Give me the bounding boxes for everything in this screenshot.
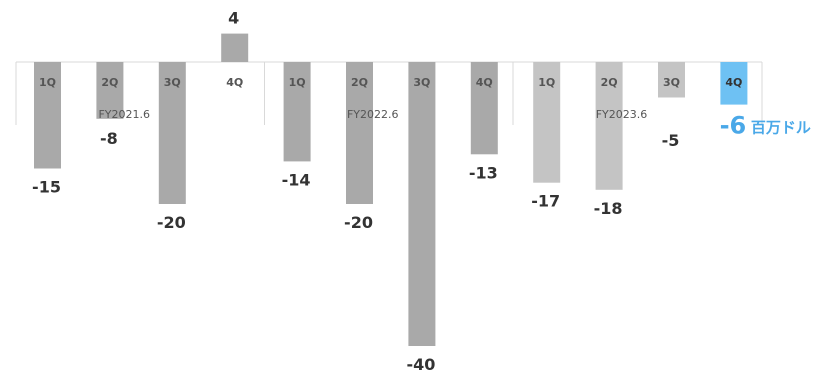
group-label: FY2023.6 [596, 108, 648, 121]
bar [470, 62, 498, 155]
bar-layer [34, 33, 748, 346]
quarter-label: 3Q [413, 76, 430, 89]
quarter-label: 3Q [663, 76, 680, 89]
value-label: -13 [469, 163, 498, 182]
value-label: -40 [406, 355, 435, 374]
quarter-label: 2Q [351, 76, 368, 89]
label-layer: FY2021.6 1Q -15 2Q -8 3Q -20 4Q 4 FY2022.6 1Q -14 2Q… [32, 9, 811, 374]
bar [96, 62, 124, 119]
value-label: -15 [32, 178, 61, 197]
value-label: 4 [228, 9, 239, 28]
value-label: -20 [157, 213, 186, 232]
bar [533, 62, 561, 183]
value-label: -18 [594, 199, 623, 218]
bar [283, 62, 311, 162]
quarter-label: 4Q [226, 76, 243, 89]
quarter-label: 4Q [725, 76, 742, 89]
group-label: FY2021.6 [98, 108, 150, 121]
quarter-label: 1Q [39, 76, 56, 89]
quarter-label: 2Q [101, 76, 118, 89]
quarter-label: 4Q [476, 76, 493, 89]
quarter-label: 2Q [601, 76, 618, 89]
bar [34, 62, 61, 169]
bar [658, 62, 685, 98]
bar [158, 62, 186, 204]
value-label: -14 [282, 170, 311, 189]
group-label: FY2022.6 [347, 108, 399, 121]
value-label: -17 [531, 192, 560, 211]
bar [408, 62, 436, 346]
axis-layer [15, 61, 763, 125]
value-label: -5 [662, 131, 680, 150]
value-label: -20 [344, 213, 373, 232]
bar [221, 33, 249, 62]
bar [346, 62, 373, 204]
value-label: -8 [100, 129, 118, 148]
quarter-label: 1Q [289, 76, 306, 89]
quarter-label: 3Q [164, 76, 181, 89]
unit-label: 百万ドル [751, 119, 811, 137]
bar [720, 62, 748, 105]
value-label: -6 [720, 112, 747, 140]
quarter-label: 1Q [538, 76, 555, 89]
bar [595, 62, 623, 190]
